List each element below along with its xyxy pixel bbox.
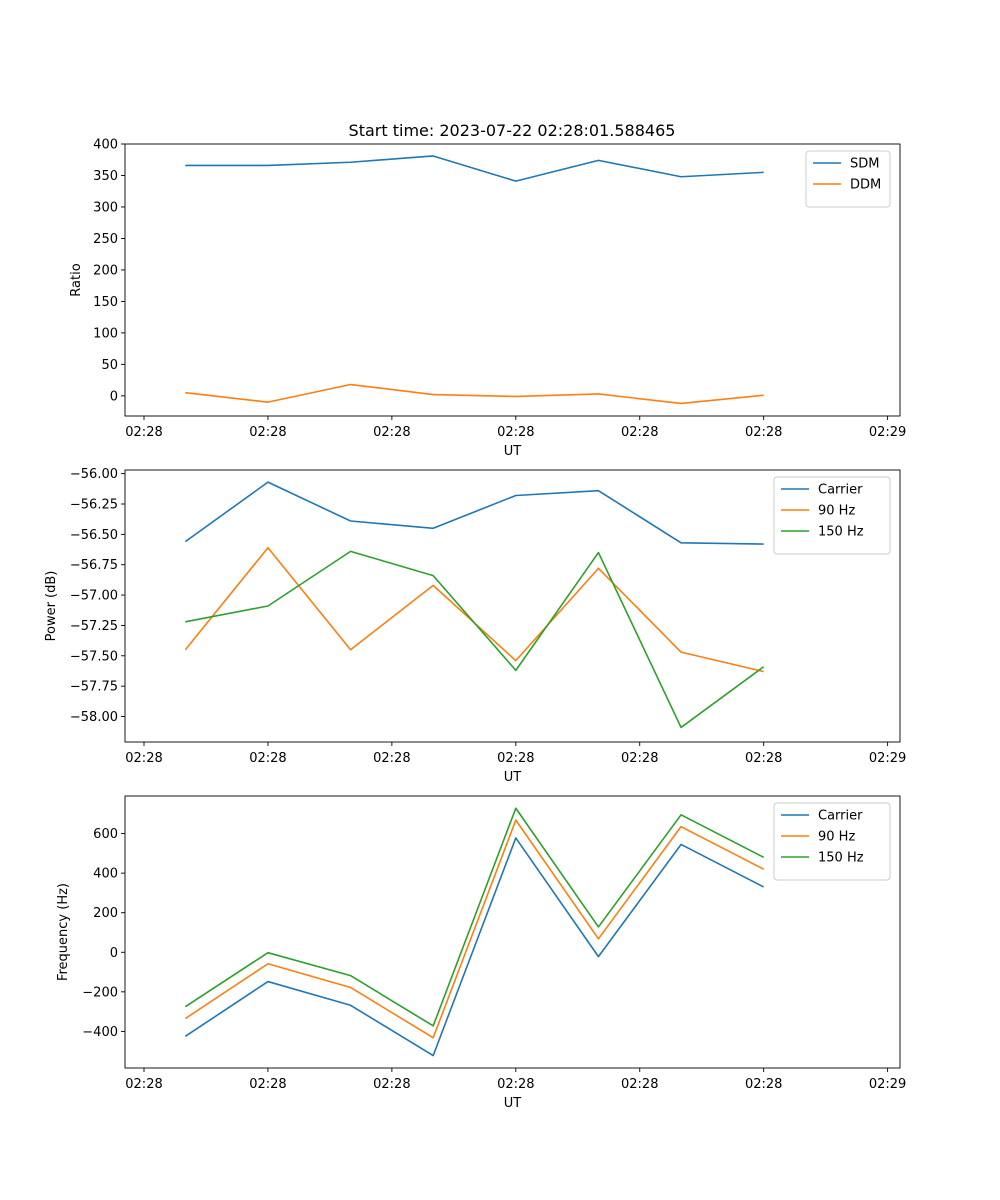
y-tick-label: −56.00 <box>70 467 118 482</box>
legend-box <box>773 802 891 881</box>
y-tick-label: 0 <box>110 389 118 404</box>
y-axis-label: Frequency (Hz) <box>56 883 71 981</box>
x-tick-label: 02:28 <box>497 425 534 440</box>
x-tick-label: 02:28 <box>373 425 410 440</box>
series-line-90-hz <box>184 819 765 1039</box>
y-axis-label: Ratio <box>69 263 84 296</box>
y-tick-label: 400 <box>93 138 118 153</box>
legend-label-carrier: Carrier <box>818 809 863 824</box>
y-tick-label: 400 <box>93 867 118 882</box>
y-tick-label: −56.50 <box>70 528 118 543</box>
y-tick-label: 250 <box>93 232 118 247</box>
series-line-carrier <box>184 481 764 545</box>
legend-label-150-hz: 150 Hz <box>818 851 864 866</box>
legend-label-150-hz: 150 Hz <box>818 525 864 540</box>
legend-label-carrier: Carrier <box>818 483 863 498</box>
x-axis-label: UT <box>504 1096 522 1111</box>
x-tick-label: 02:28 <box>125 425 162 440</box>
subplot-2: −56.00 −56.25 −56.50 −56.75 −57.00 −57.25 −57.… <box>44 467 906 785</box>
legend-box <box>773 476 891 555</box>
legend: Carrier 90 Hz 150 Hz <box>773 476 891 555</box>
y-axis-label: Power (dB) <box>44 571 59 642</box>
y-tick-label: −400 <box>82 1025 118 1040</box>
series-line-150-hz <box>184 807 765 1027</box>
x-tick-label: 02:29 <box>869 425 906 440</box>
x-tick-label: 02:28 <box>745 751 782 766</box>
y-tick-label: −200 <box>82 985 118 1000</box>
y-tick-label: −58.00 <box>70 710 118 725</box>
series-line-carrier <box>184 837 765 1057</box>
y-tick-label: −57.00 <box>70 589 118 604</box>
legend-label-90-hz: 90 Hz <box>818 504 855 519</box>
x-axis-label: UT <box>504 770 522 785</box>
x-tick-label: 02:28 <box>497 751 534 766</box>
y-tick-label: 600 <box>93 827 118 842</box>
series-line-150-hz <box>185 550 765 729</box>
x-tick-label: 02:28 <box>249 425 286 440</box>
x-tick-label: 02:28 <box>373 1077 410 1092</box>
y-tick-label: 200 <box>93 906 118 921</box>
y-tick-label: −57.75 <box>70 680 118 695</box>
y-tick-label: 200 <box>93 263 118 278</box>
x-tick-label: 02:28 <box>249 1077 286 1092</box>
legend-label-sdm: SDM <box>850 157 879 172</box>
y-tick-label: 0 <box>110 946 118 961</box>
y-tick-label: 50 <box>101 358 118 373</box>
y-tick-label: −57.25 <box>70 619 118 634</box>
chart-title: Start time: 2023-07-22 02:28:01.588465 <box>349 121 676 140</box>
axes-frame <box>124 469 901 743</box>
legend-label-ddm: DDM <box>850 178 881 193</box>
x-tick-label: 02:28 <box>125 1077 162 1092</box>
x-tick-label: 02:29 <box>869 1077 906 1092</box>
axes-frame <box>124 795 901 1069</box>
x-tick-label: 02:28 <box>745 425 782 440</box>
legend-label-90-hz: 90 Hz <box>818 830 855 845</box>
series-line-ddm <box>185 383 764 405</box>
y-tick-label: −57.50 <box>70 649 118 664</box>
x-tick-label: 02:28 <box>497 1077 534 1092</box>
subplot-1: 0 50 100 150 200 250 300 350 400 02:28 02:28 02:28 0… <box>69 138 906 460</box>
y-tick-label: 350 <box>93 169 118 184</box>
x-tick-label: 02:28 <box>125 751 162 766</box>
y-tick-label: −56.25 <box>70 498 118 513</box>
legend: Carrier 90 Hz 150 Hz <box>773 802 891 881</box>
axes-frame <box>124 143 901 417</box>
x-tick-label: 02:28 <box>621 1077 658 1092</box>
series-line-90-hz <box>184 546 764 673</box>
x-tick-label: 02:29 <box>869 751 906 766</box>
x-axis-label: UT <box>504 444 522 459</box>
y-tick-label: 150 <box>93 295 118 310</box>
legend-box <box>805 150 891 208</box>
x-tick-label: 02:28 <box>373 751 410 766</box>
x-tick-label: 02:28 <box>745 1077 782 1092</box>
y-tick-label: −56.75 <box>70 558 118 573</box>
series-line-sdm <box>185 155 764 182</box>
y-tick-label: 100 <box>93 326 118 341</box>
x-tick-label: 02:28 <box>621 425 658 440</box>
y-tick-label: 300 <box>93 200 118 215</box>
x-tick-label: 02:28 <box>249 751 286 766</box>
legend: SDM DDM <box>805 150 891 208</box>
subplot-3: −400 −200 0 200 400 600 02:28 02:28 02:28 02:28 02… <box>56 795 906 1111</box>
x-tick-label: 02:28 <box>621 751 658 766</box>
